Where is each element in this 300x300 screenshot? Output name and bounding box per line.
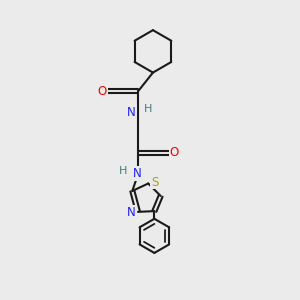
Text: N: N — [128, 106, 136, 119]
Text: O: O — [98, 85, 106, 98]
Text: H: H — [119, 166, 127, 176]
Text: H: H — [143, 104, 152, 114]
Text: S: S — [151, 176, 158, 188]
Text: N: N — [132, 167, 141, 180]
Text: O: O — [170, 146, 179, 159]
Text: N: N — [127, 206, 136, 219]
